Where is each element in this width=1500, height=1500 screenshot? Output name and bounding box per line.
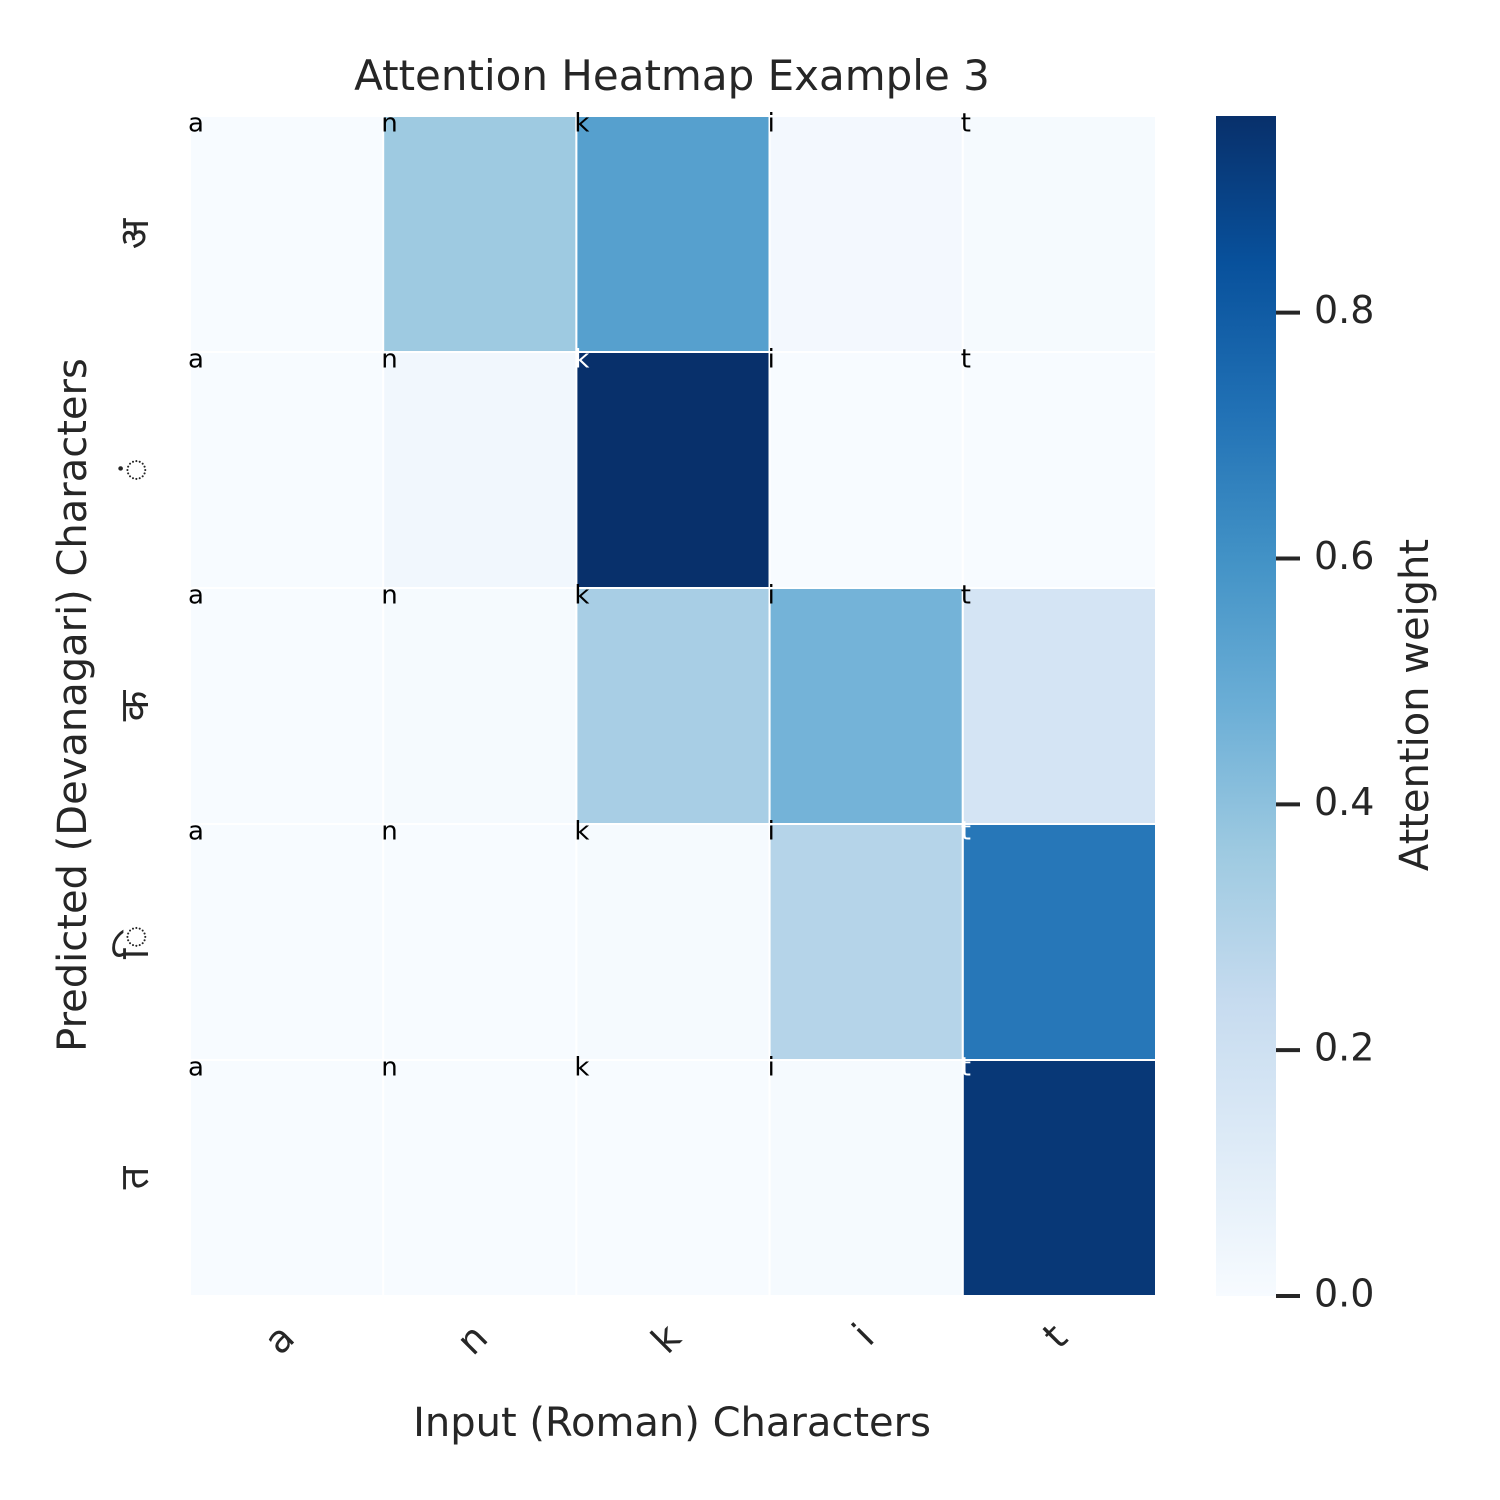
heatmap-cell (189, 823, 385, 1061)
cell-annotation: t (961, 817, 971, 847)
cell-annotation: a (188, 109, 204, 139)
x-tick-label: k (643, 1315, 690, 1362)
heatmap-cell (768, 823, 964, 1061)
heatmap-cell (575, 351, 771, 589)
cell-annotation: i (768, 109, 775, 139)
heatmap-cell (575, 587, 771, 825)
cell-annotation: t (961, 345, 971, 375)
y-tick-label: क (112, 689, 158, 721)
y-tick-label: अ (112, 217, 158, 249)
x-tick-label: t (1034, 1315, 1076, 1357)
cell-annotation: a (188, 817, 204, 847)
heatmap-cell (961, 823, 1157, 1061)
colorbar-gradient (1216, 116, 1276, 1296)
heatmap-cell (382, 115, 578, 353)
heatmap-cell (189, 351, 385, 589)
cell-annotation: k (574, 581, 589, 611)
heatmap-cell (768, 351, 964, 589)
cell-annotation: t (961, 109, 971, 139)
heatmap-cell (961, 351, 1157, 589)
cell-annotation: a (188, 581, 204, 611)
cell-annotation: n (381, 345, 397, 375)
cell-annotation: k (574, 345, 589, 375)
heatmap-cell (189, 587, 385, 825)
colorbar-tick-label: 0.0 (1314, 1272, 1374, 1316)
cell-annotation: i (768, 581, 775, 611)
cell-annotation: i (768, 345, 775, 375)
x-tick-label: n (448, 1315, 496, 1363)
heatmap-cell (575, 823, 771, 1061)
cell-annotation: n (381, 109, 397, 139)
heatmap-cell (961, 1059, 1157, 1297)
cell-annotation: n (381, 1053, 397, 1083)
heatmap-cells (189, 115, 1157, 1297)
cell-annotation: n (381, 581, 397, 611)
cell-annotation: a (188, 1053, 204, 1083)
cell-annotation: i (768, 817, 775, 847)
colorbar: 0.0 0.2 0.4 0.6 0.8 (1216, 116, 1374, 1316)
heatmap-cell (575, 115, 771, 353)
heatmap-cell (768, 1059, 964, 1297)
cell-annotation: i (768, 1053, 775, 1083)
heatmap-cell (768, 115, 964, 353)
chart-title: Attention Heatmap Example 3 (354, 51, 990, 100)
heatmap-cell (382, 351, 578, 589)
x-axis-label: Input (Roman) Characters (413, 1400, 931, 1446)
heatmap-cell (382, 587, 578, 825)
x-tick-label: i (844, 1315, 883, 1354)
heatmap-cell (382, 823, 578, 1061)
heatmap-cell (575, 1059, 771, 1297)
heatmap-cell (768, 587, 964, 825)
cell-annotation: k (574, 109, 589, 139)
heatmap-cell-labels: a n k i t a n k i t a n k i t a n k i t a n k i t (188, 109, 971, 1083)
heatmap-cell (961, 115, 1157, 353)
colorbar-tick-label: 0.6 (1314, 534, 1374, 578)
colorbar-label: Attention weight (1392, 539, 1438, 871)
cell-annotation: n (381, 817, 397, 847)
y-tick-label: त (112, 1165, 158, 1189)
y-tick-label: ं (112, 458, 158, 482)
colorbar-tick-label: 0.4 (1314, 780, 1374, 824)
y-tick-label: ि (112, 925, 158, 959)
cell-annotation: a (188, 345, 204, 375)
heatmap-cell (189, 1059, 385, 1297)
colorbar-tick-label: 0.8 (1314, 288, 1374, 332)
x-tick-label: a (255, 1315, 303, 1363)
cell-annotation: k (574, 1053, 589, 1083)
y-axis-label: Predicted (Devanagari) Characters (50, 358, 96, 1052)
cell-annotation: k (574, 817, 589, 847)
colorbar-tick-label: 0.2 (1314, 1026, 1374, 1070)
y-axis-ticks: अं कि त (112, 217, 158, 1189)
heatmap-cell (382, 1059, 578, 1297)
cell-annotation: t (961, 581, 971, 611)
cell-annotation: t (961, 1053, 971, 1083)
heatmap-cell (961, 587, 1157, 825)
heatmap-cell (189, 115, 385, 353)
